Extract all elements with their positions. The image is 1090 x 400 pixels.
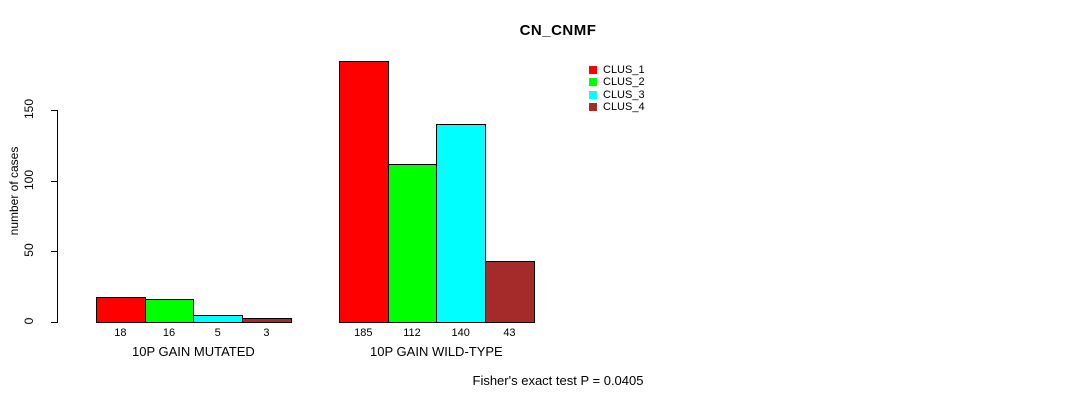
bar-clus_4 xyxy=(242,317,292,323)
y-tick-mark xyxy=(51,322,57,323)
legend-swatch-icon xyxy=(589,78,597,87)
y-axis-line xyxy=(57,110,58,323)
legend-swatch-icon xyxy=(589,90,597,99)
bar-value-label: 112 xyxy=(403,327,421,339)
bar-clus_3 xyxy=(193,314,244,323)
y-tick-label: 150 xyxy=(22,98,36,120)
legend-label: CLUS_1 xyxy=(603,64,645,76)
bar-value-label: 16 xyxy=(162,327,176,339)
y-tick-mark xyxy=(51,251,57,253)
chart-title: CN_CNMF xyxy=(519,22,597,39)
bar-value-label: 18 xyxy=(114,327,127,339)
chart-legend: CLUS_1 CLUS_2 CLUS_3 CLUS_4 xyxy=(589,64,645,113)
bar-value-label: 3 xyxy=(263,327,270,339)
y-tick-label: 0 xyxy=(22,317,36,325)
y-tick-mark xyxy=(51,110,57,111)
bar-clus_1 xyxy=(96,296,146,323)
bar-clus_4 xyxy=(485,261,535,323)
legend-label: CLUS_3 xyxy=(603,88,645,101)
bar-value-label: 5 xyxy=(214,327,221,339)
legend-item: CLUS_1 xyxy=(589,64,645,76)
bar-value-label: 43 xyxy=(503,327,516,339)
legend-label: CLUS_2 xyxy=(603,76,645,89)
legend-item: CLUS_2 xyxy=(589,76,645,88)
y-tick-label: 100 xyxy=(22,169,36,190)
bar-clus_2 xyxy=(144,299,195,323)
x-category-label: 10P GAIN MUTATED xyxy=(131,344,255,359)
legend-label: CLUS_4 xyxy=(603,100,645,113)
y-tick-mark xyxy=(51,180,57,182)
bar-clus_3 xyxy=(436,124,487,323)
y-tick-label: 50 xyxy=(22,243,36,258)
legend-swatch-icon xyxy=(589,66,597,74)
legend-swatch-icon xyxy=(589,102,597,111)
footer-annotation: Fisher's exact test P = 0.0405 xyxy=(472,373,644,388)
legend-item: CLUS_3 xyxy=(589,89,645,101)
y-axis-label: number of cases xyxy=(7,146,21,236)
legend-item: CLUS_4 xyxy=(589,101,645,113)
bar-clus_1 xyxy=(339,60,389,323)
x-category-label: 10P GAIN WILD-TYPE xyxy=(370,344,503,359)
bar-value-label: 185 xyxy=(354,327,373,339)
bar-clus_2 xyxy=(387,163,438,323)
bar-value-label: 140 xyxy=(451,327,470,339)
